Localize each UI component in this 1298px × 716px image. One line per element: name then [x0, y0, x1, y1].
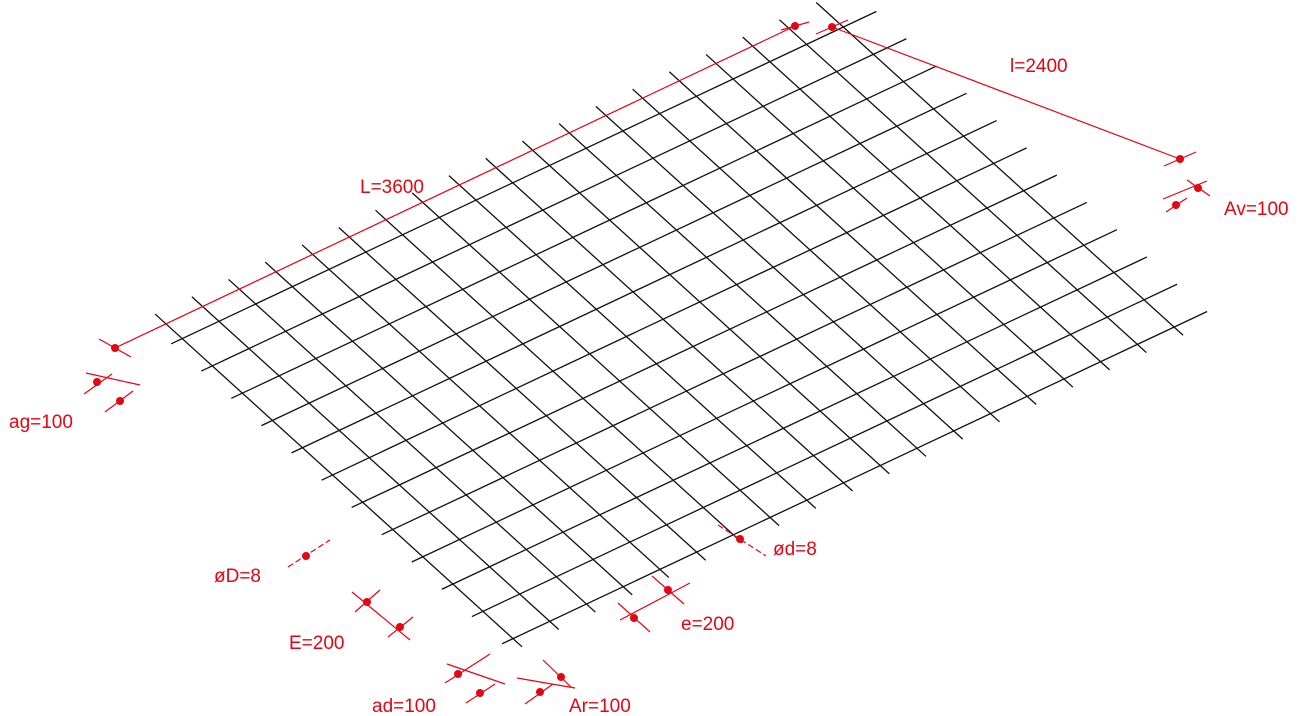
long-bar-spacing-label: E=200 — [289, 633, 344, 654]
overhang-rear-label: Ar=100 — [569, 696, 631, 716]
long-bar-diameter-leader — [287, 539, 331, 568]
cross-bar-diameter-dot — [736, 535, 744, 543]
cross-bar — [264, 261, 633, 596]
longitudinal-bar — [231, 65, 937, 399]
longitudinal-bar — [381, 201, 1088, 536]
long-bar-diameter-label: øD=8 — [214, 566, 261, 587]
overhang-right-tick-b — [465, 683, 496, 704]
cross-bar — [154, 313, 523, 648]
width-label: l=2400 — [1010, 56, 1068, 77]
cross-bar — [375, 209, 743, 544]
cross-bar — [815, 2, 1184, 336]
cross-bar — [632, 88, 1000, 423]
width-dimension-line — [831, 26, 1181, 160]
overhang-left-label: ag=100 — [9, 412, 73, 433]
longitudinal-bar — [261, 92, 967, 427]
longitudinal-bar — [170, 10, 877, 345]
dimension-labels: L=3600 l=2400 Av=100 ag=100 øD=8 ød=8 E=… — [9, 56, 1289, 716]
cross-bar — [228, 278, 596, 613]
cross-bar — [448, 175, 817, 509]
overhang-left-line — [85, 372, 141, 386]
cross-bar-spacing-line — [619, 582, 691, 621]
cross-bar — [521, 140, 890, 475]
cross-bar-diameter-label: ød=8 — [773, 539, 817, 560]
longitudinal-bar — [501, 310, 1208, 645]
cross-bar — [191, 296, 560, 630]
long-bar-spacing-line — [351, 591, 411, 641]
cross-bar-spacing-label: e=200 — [681, 614, 734, 635]
cross-bar — [558, 123, 927, 457]
cross-bar — [301, 244, 670, 579]
longitudinal-bar — [351, 174, 1058, 509]
overhang-left-tick-b — [104, 390, 134, 413]
longitudinal-bar — [471, 283, 1178, 618]
cross-bar — [742, 36, 1111, 371]
cross-bar-spacing-tick-b — [651, 575, 685, 605]
width-end-dot — [1176, 155, 1184, 163]
longitudinal-bar — [200, 38, 907, 372]
rebar-grid — [154, 2, 1208, 648]
longitudinal-bar — [321, 147, 1027, 481]
longitudinal-bar — [411, 229, 1118, 563]
longitudinal-bar — [291, 119, 997, 454]
cross-bar — [668, 71, 1037, 405]
overhang-right-label: ad=100 — [372, 696, 436, 716]
cross-bar — [705, 53, 1074, 388]
cross-bar-spacing-tick-a — [617, 602, 651, 633]
overhang-rear-tick-a — [524, 683, 554, 705]
overhang-front-label: Av=100 — [1224, 199, 1289, 220]
longitudinal-bar — [441, 256, 1148, 590]
length-end-dot — [791, 22, 799, 30]
long-bar-spacing-tick-b — [387, 616, 414, 638]
length-dimension-line — [114, 25, 796, 349]
overhang-rear-tick-b — [542, 659, 572, 688]
overhang-right-line — [446, 663, 506, 685]
overhang-rear-line — [516, 677, 576, 689]
cross-bar — [595, 105, 964, 440]
dimension-lines — [83, 19, 1211, 705]
long-bar-diameter-dot — [302, 552, 310, 560]
length-label: L=3600 — [360, 177, 424, 198]
overhang-front-tick-a — [1165, 197, 1188, 213]
overhang-front-line — [1162, 180, 1208, 200]
cross-bar — [338, 227, 707, 561]
cross-bar — [779, 19, 1147, 354]
cross-bar — [411, 192, 780, 527]
cross-bar — [485, 157, 853, 492]
overhang-front-tick-b — [1186, 179, 1211, 197]
width-start-dot — [828, 23, 836, 31]
overhang-left-tick-a — [83, 373, 113, 395]
overhang-right-tick-a — [444, 653, 491, 684]
long-bar-spacing-tick-a — [354, 589, 381, 613]
length-start-dot — [111, 344, 119, 352]
